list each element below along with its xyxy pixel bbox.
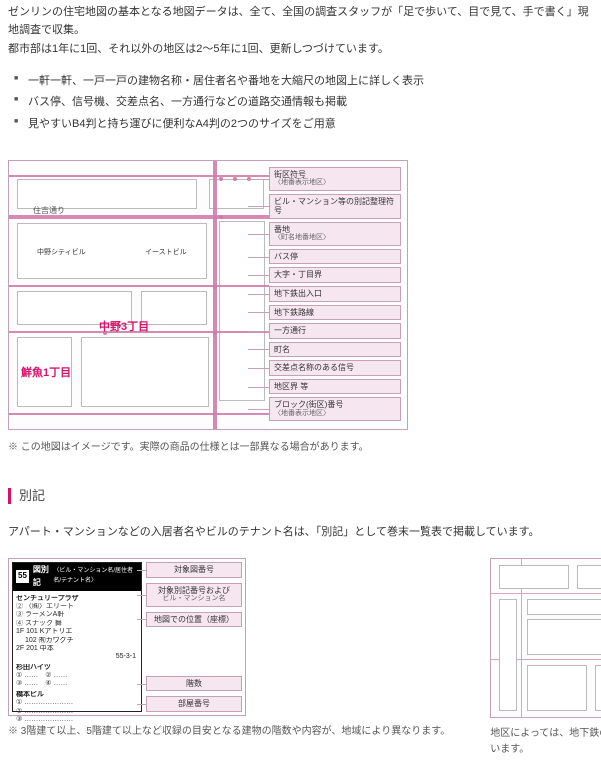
appendix-legend: 対象図番号 対象別記番号およびビル・マンション名 地図での位置（座標） 階数 部…: [146, 562, 242, 712]
feature-item: バス停、信号機、交差点名、一方通行などの道路交通情報も掲載: [14, 94, 593, 112]
heading-accent-bar: [8, 488, 11, 504]
intro-line-2: 都市部は1年に1回、それ以外の地区は2～5年に1回、更新しつづけています。: [8, 41, 593, 59]
legend-item: ブロック(街区)番号〈地番表示地区〉: [269, 397, 401, 421]
legend-item: 番地〈町名地番地区〉: [269, 222, 401, 246]
appendix-bldg: センチュリープラザ: [16, 595, 138, 603]
feature-item: 一軒一軒、一戸一戸の建物名称・居住者名や番地を大縮尺の地図上に詳しく表示: [14, 73, 593, 91]
legend-item: 地下鉄路線: [269, 305, 401, 321]
appendix-row: 102 ㈲カワグチ: [16, 637, 138, 645]
legend-item: ビル・マンション等の別記整理符号: [269, 194, 401, 219]
legend-item: バス停: [269, 249, 401, 265]
legend-item: 大字・丁目界: [269, 267, 401, 283]
legend-item: 街区符号〈地番表示地区〉: [269, 167, 401, 191]
feature-list: 一軒一軒、一戸一戸の建物名称・居住者名や番地を大縮尺の地図上に詳しく表示 バス停…: [14, 73, 593, 134]
legend-item: 地区界 等: [269, 379, 401, 395]
legend-item: 一方通行: [269, 323, 401, 339]
appendix-tag: 地図での位置（座標）: [146, 612, 242, 628]
intro-text: ゼンリンの住宅地図の基本となる地図データは、全て、全国の調査スタッフが「足で歩い…: [8, 4, 593, 59]
map-bldg-label: イーストビル: [145, 247, 187, 258]
station-note: 地区によっては、地下鉄の駅構内、地下街も掲載しています。: [490, 726, 601, 758]
map-bldg-label: 中野シティビル: [37, 247, 86, 258]
appendix-figure: 55 図別記 〈ビル・マンション名/居住者名/テナント名〉 センチュリープラザ …: [8, 558, 450, 740]
sample-map-figure: 住吉通り 中野シティビル イーストビル 中野3丁目 鮮魚1丁目 街区符号〈地番表…: [8, 160, 593, 456]
section-description: アパート・マンションなどの入居者名やビルのテナント名は、「別記」として巻末一覧表…: [8, 524, 593, 542]
appendix-header-num: 55: [16, 570, 29, 583]
feature-item: 見やすいB4判と持ち運びに便利なA4判の2つのサイズをご用意: [14, 116, 593, 134]
legend-item: 交差点名称のある信号: [269, 360, 401, 376]
map-street-label: 住吉通り: [33, 205, 65, 218]
section-heading: 別記: [8, 486, 593, 507]
appendix-sample-image: 55 図別記 〈ビル・マンション名/居住者名/テナント名〉 センチュリープラザ …: [12, 562, 142, 712]
legend-item: 地下鉄出入口: [269, 286, 401, 302]
station-figure: 地区によっては、地下鉄の駅構内、地下街も掲載しています。: [490, 558, 601, 758]
appendix-row: ③ ラーメンA軒: [16, 611, 138, 619]
appendix-row: ② 〈㈱〉エリート: [16, 603, 138, 611]
appendix-tag: 対象別記番号およびビル・マンション名: [146, 583, 242, 607]
legend-item: 町名: [269, 342, 401, 358]
appendix-row: ④ スナック 舞: [16, 620, 138, 628]
map-ward-label: 鮮魚1丁目: [21, 365, 71, 383]
appendix-tag: 部屋番号: [146, 696, 242, 712]
section-title: 別記: [19, 486, 45, 507]
map-note: この地図はイメージです。実際の商品の仕様とは一部異なる場合があります。: [8, 440, 593, 456]
station-map-image: [490, 558, 601, 718]
map-legend: 街区符号〈地番表示地区〉 ビル・マンション等の別記整理符号 番地〈町名地番地区〉…: [269, 161, 407, 429]
appendix-row: 2F 201 中本: [16, 645, 138, 653]
appendix-bldg: 橋本ビル: [16, 691, 138, 699]
appendix-bldg: 杉田ハイツ: [16, 664, 138, 672]
appendix-header-title: 図別記: [33, 564, 49, 590]
appendix-header-sub: 〈ビル・マンション名/居住者名/テナント名〉: [53, 567, 138, 586]
intro-line-1: ゼンリンの住宅地図の基本となる地図データは、全て、全国の調査スタッフが「足で歩い…: [8, 4, 593, 39]
appendix-tag: 対象図番号: [146, 562, 242, 578]
appendix-code: 55-3-1: [16, 653, 138, 661]
appendix-tag: 階数: [146, 676, 242, 692]
map-ward-label: 中野3丁目: [99, 319, 149, 337]
appendix-row: 1F 101 Kアトリエ: [16, 628, 138, 636]
sample-map-image: 住吉通り 中野シティビル イーストビル 中野3丁目 鮮魚1丁目: [9, 161, 269, 429]
